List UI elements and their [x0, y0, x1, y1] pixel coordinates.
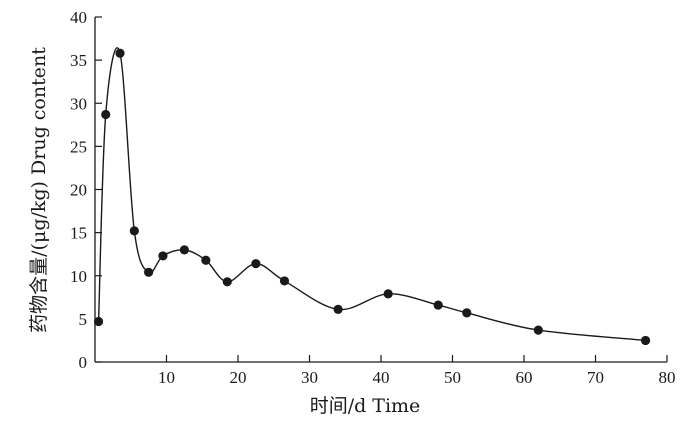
data-point [115, 48, 125, 58]
data-point [251, 259, 261, 269]
x-axis-title: 时间/d Time [310, 395, 421, 417]
x-tick-label: 40 [373, 368, 390, 387]
x-tick-label: 50 [444, 368, 461, 387]
x-tick-label: 80 [659, 368, 676, 387]
y-tick-label: 30 [70, 94, 87, 113]
x-tick-label: 70 [587, 368, 604, 387]
data-point [129, 226, 139, 236]
x-tick-label: 20 [230, 368, 247, 387]
axes [94, 17, 667, 363]
data-point [101, 109, 111, 120]
y-tick-label: 40 [70, 8, 87, 27]
data-point [179, 245, 189, 255]
data-point [201, 255, 211, 265]
x-tick-label: 10 [158, 368, 175, 387]
data-point [533, 325, 543, 335]
x-tick-label: 60 [516, 368, 533, 387]
series [93, 47, 651, 346]
y-axis-title: 药物含量/(μg/kg) Drug content [28, 47, 50, 333]
y-tick-label: 25 [70, 137, 87, 156]
data-point [462, 308, 472, 318]
data-point [158, 251, 168, 261]
data-point [640, 335, 651, 346]
x-tick-label: 30 [301, 368, 318, 387]
y-tick-label: 20 [70, 181, 87, 200]
y-tick-label: 10 [70, 267, 87, 286]
y-tick-label: 15 [70, 224, 87, 243]
data-point [279, 276, 290, 286]
y-ticks: 0 5 10 15 20 25 30 35 40 [70, 8, 102, 372]
data-point [433, 300, 443, 310]
data-point [333, 304, 343, 314]
data-point [383, 289, 393, 299]
y-tick-label: 35 [70, 51, 87, 70]
data-point [144, 267, 154, 277]
data-point [93, 316, 104, 327]
series-line [97, 47, 646, 342]
y-tick-label: 0 [79, 353, 88, 372]
data-point [222, 277, 232, 287]
y-tick-label: 5 [79, 310, 88, 329]
x-ticks: 10 20 30 40 50 60 70 80 [158, 355, 676, 387]
